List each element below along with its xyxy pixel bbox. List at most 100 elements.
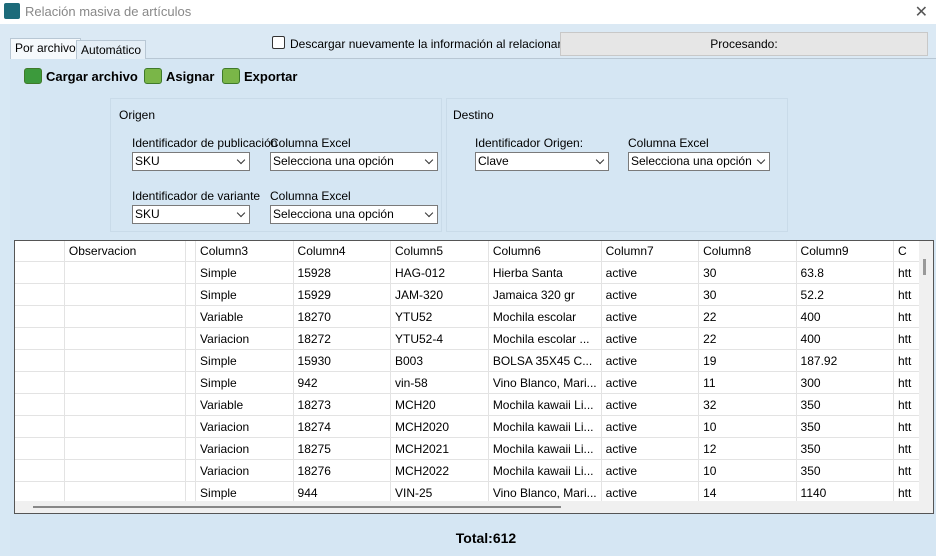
total-label: Total:612 <box>0 530 936 546</box>
grid-cell: Simple <box>196 262 294 284</box>
scroll-thumb[interactable] <box>923 259 926 275</box>
grid-cell: 15930 <box>293 350 390 372</box>
column-header: Column6 <box>488 241 601 262</box>
narrow-cell <box>186 460 196 482</box>
column-header: Column8 <box>699 241 796 262</box>
field-label: Columna Excel <box>270 189 351 203</box>
dropdown[interactable]: Selecciona una opción <box>628 152 770 171</box>
grid-cell: 22 <box>699 328 796 350</box>
dropdown[interactable]: Clave <box>475 152 609 171</box>
row-header <box>15 438 64 460</box>
grid-row: Simple942vin-58Vino Blanco, Mari...activ… <box>15 372 933 394</box>
dropdown[interactable]: SKU <box>132 205 250 224</box>
grid-row: Variable18270YTU52Mochila escolaractive2… <box>15 306 933 328</box>
narrow-cell <box>186 306 196 328</box>
row-header <box>15 394 64 416</box>
grid-cell: Variacion <box>196 416 294 438</box>
group-title: Destino <box>453 108 494 122</box>
grid-cell: active <box>601 350 698 372</box>
column-header <box>186 241 196 262</box>
grid-cell: Mochila kawaii Li... <box>488 416 601 438</box>
grid-row: Variable18273MCH20Mochila kawaii Li...ac… <box>15 394 933 416</box>
grid-cell: active <box>601 306 698 328</box>
button-label: Exportar <box>244 69 297 84</box>
checkbox-label[interactable]: Descargar nuevamente la información al r… <box>290 37 561 51</box>
observacion-cell <box>64 394 185 416</box>
grid-cell: Mochila escolar <box>488 306 601 328</box>
grid-cell: B003 <box>391 350 489 372</box>
grid-row: Variacion18276MCH2022Mochila kawaii Li..… <box>15 460 933 482</box>
grid-cell: 350 <box>796 460 893 482</box>
grid-cell: Jamaica 320 gr <box>488 284 601 306</box>
app-icon <box>4 3 20 19</box>
dropdown[interactable]: Selecciona una opción <box>270 205 438 224</box>
scroll-thumb[interactable] <box>33 506 561 508</box>
group-title: Origen <box>119 108 155 122</box>
button-label: Asignar <box>166 69 214 84</box>
observacion-cell <box>64 328 185 350</box>
vertical-scrollbar[interactable] <box>919 241 933 513</box>
tab[interactable]: Por archivo <box>10 38 81 59</box>
horizontal-scrollbar[interactable] <box>15 501 921 513</box>
grid-cell: BOLSA 35X45 C... <box>488 350 601 372</box>
column-header: Observacion <box>64 241 185 262</box>
grid-cell: 18273 <box>293 394 390 416</box>
grid-cell: 10 <box>699 460 796 482</box>
window-title: Relación masiva de artículos <box>25 4 191 19</box>
grid-cell: HAG-012 <box>391 262 489 284</box>
narrow-cell <box>186 284 196 306</box>
row-header <box>15 284 64 306</box>
grid-cell: 15929 <box>293 284 390 306</box>
grid-cell: Simple <box>196 350 294 372</box>
grid-cell: active <box>601 284 698 306</box>
close-button[interactable]: ✕ <box>915 2 928 22</box>
grid-cell: active <box>601 372 698 394</box>
grid-cell: Hierba Santa <box>488 262 601 284</box>
grid-row: Simple15929JAM-320Jamaica 320 gractive30… <box>15 284 933 306</box>
grid-row: Simple15928HAG-012Hierba Santaactive3063… <box>15 262 933 284</box>
field-label: Identificador de publicación <box>132 136 277 150</box>
grid-cell: Variable <box>196 394 294 416</box>
grid-cell: Simple <box>196 284 294 306</box>
toolbar-button[interactable]: Asignar <box>144 68 214 84</box>
grid-cell: 12 <box>699 438 796 460</box>
grid-table: ObservacionColumn3Column4Column5Column6C… <box>15 241 933 504</box>
row-header <box>15 416 64 438</box>
grid-cell: 18274 <box>293 416 390 438</box>
grid-cell: Mochila kawaii Li... <box>488 394 601 416</box>
toolbar-button[interactable]: Cargar archivo <box>24 68 138 84</box>
grid-cell: MCH20 <box>391 394 489 416</box>
grid-cell: active <box>601 328 698 350</box>
row-header <box>15 372 64 394</box>
grid-cell: 400 <box>796 328 893 350</box>
grid-cell: 18275 <box>293 438 390 460</box>
column-header: Column9 <box>796 241 893 262</box>
data-grid: ObservacionColumn3Column4Column5Column6C… <box>14 240 934 514</box>
observacion-cell <box>64 416 185 438</box>
grid-cell: Vino Blanco, Mari... <box>488 372 601 394</box>
header-row: ObservacionColumn3Column4Column5Column6C… <box>15 241 933 262</box>
tab[interactable]: Automático <box>76 40 146 59</box>
checkbox[interactable] <box>272 36 285 49</box>
button-label: Cargar archivo <box>46 69 138 84</box>
grid-cell: Mochila kawaii Li... <box>488 438 601 460</box>
grid-cell: 32 <box>699 394 796 416</box>
toolbar-button[interactable]: Exportar <box>222 68 297 84</box>
grid-cell: 10 <box>699 416 796 438</box>
grid-cell: 15928 <box>293 262 390 284</box>
grid-cell: 18276 <box>293 460 390 482</box>
narrow-cell <box>186 372 196 394</box>
narrow-cell <box>186 328 196 350</box>
grid-cell: 63.8 <box>796 262 893 284</box>
grid-cell: YTU52-4 <box>391 328 489 350</box>
column-header: Column5 <box>391 241 489 262</box>
grid-cell: 22 <box>699 306 796 328</box>
dropdown[interactable]: Selecciona una opción <box>270 152 438 171</box>
narrow-cell <box>186 350 196 372</box>
dropdown[interactable]: SKU <box>132 152 250 171</box>
observacion-cell <box>64 350 185 372</box>
grid-row: Variacion18275MCH2021Mochila kawaii Li..… <box>15 438 933 460</box>
toolbar: Cargar archivo Asignar Exportar <box>14 64 934 90</box>
